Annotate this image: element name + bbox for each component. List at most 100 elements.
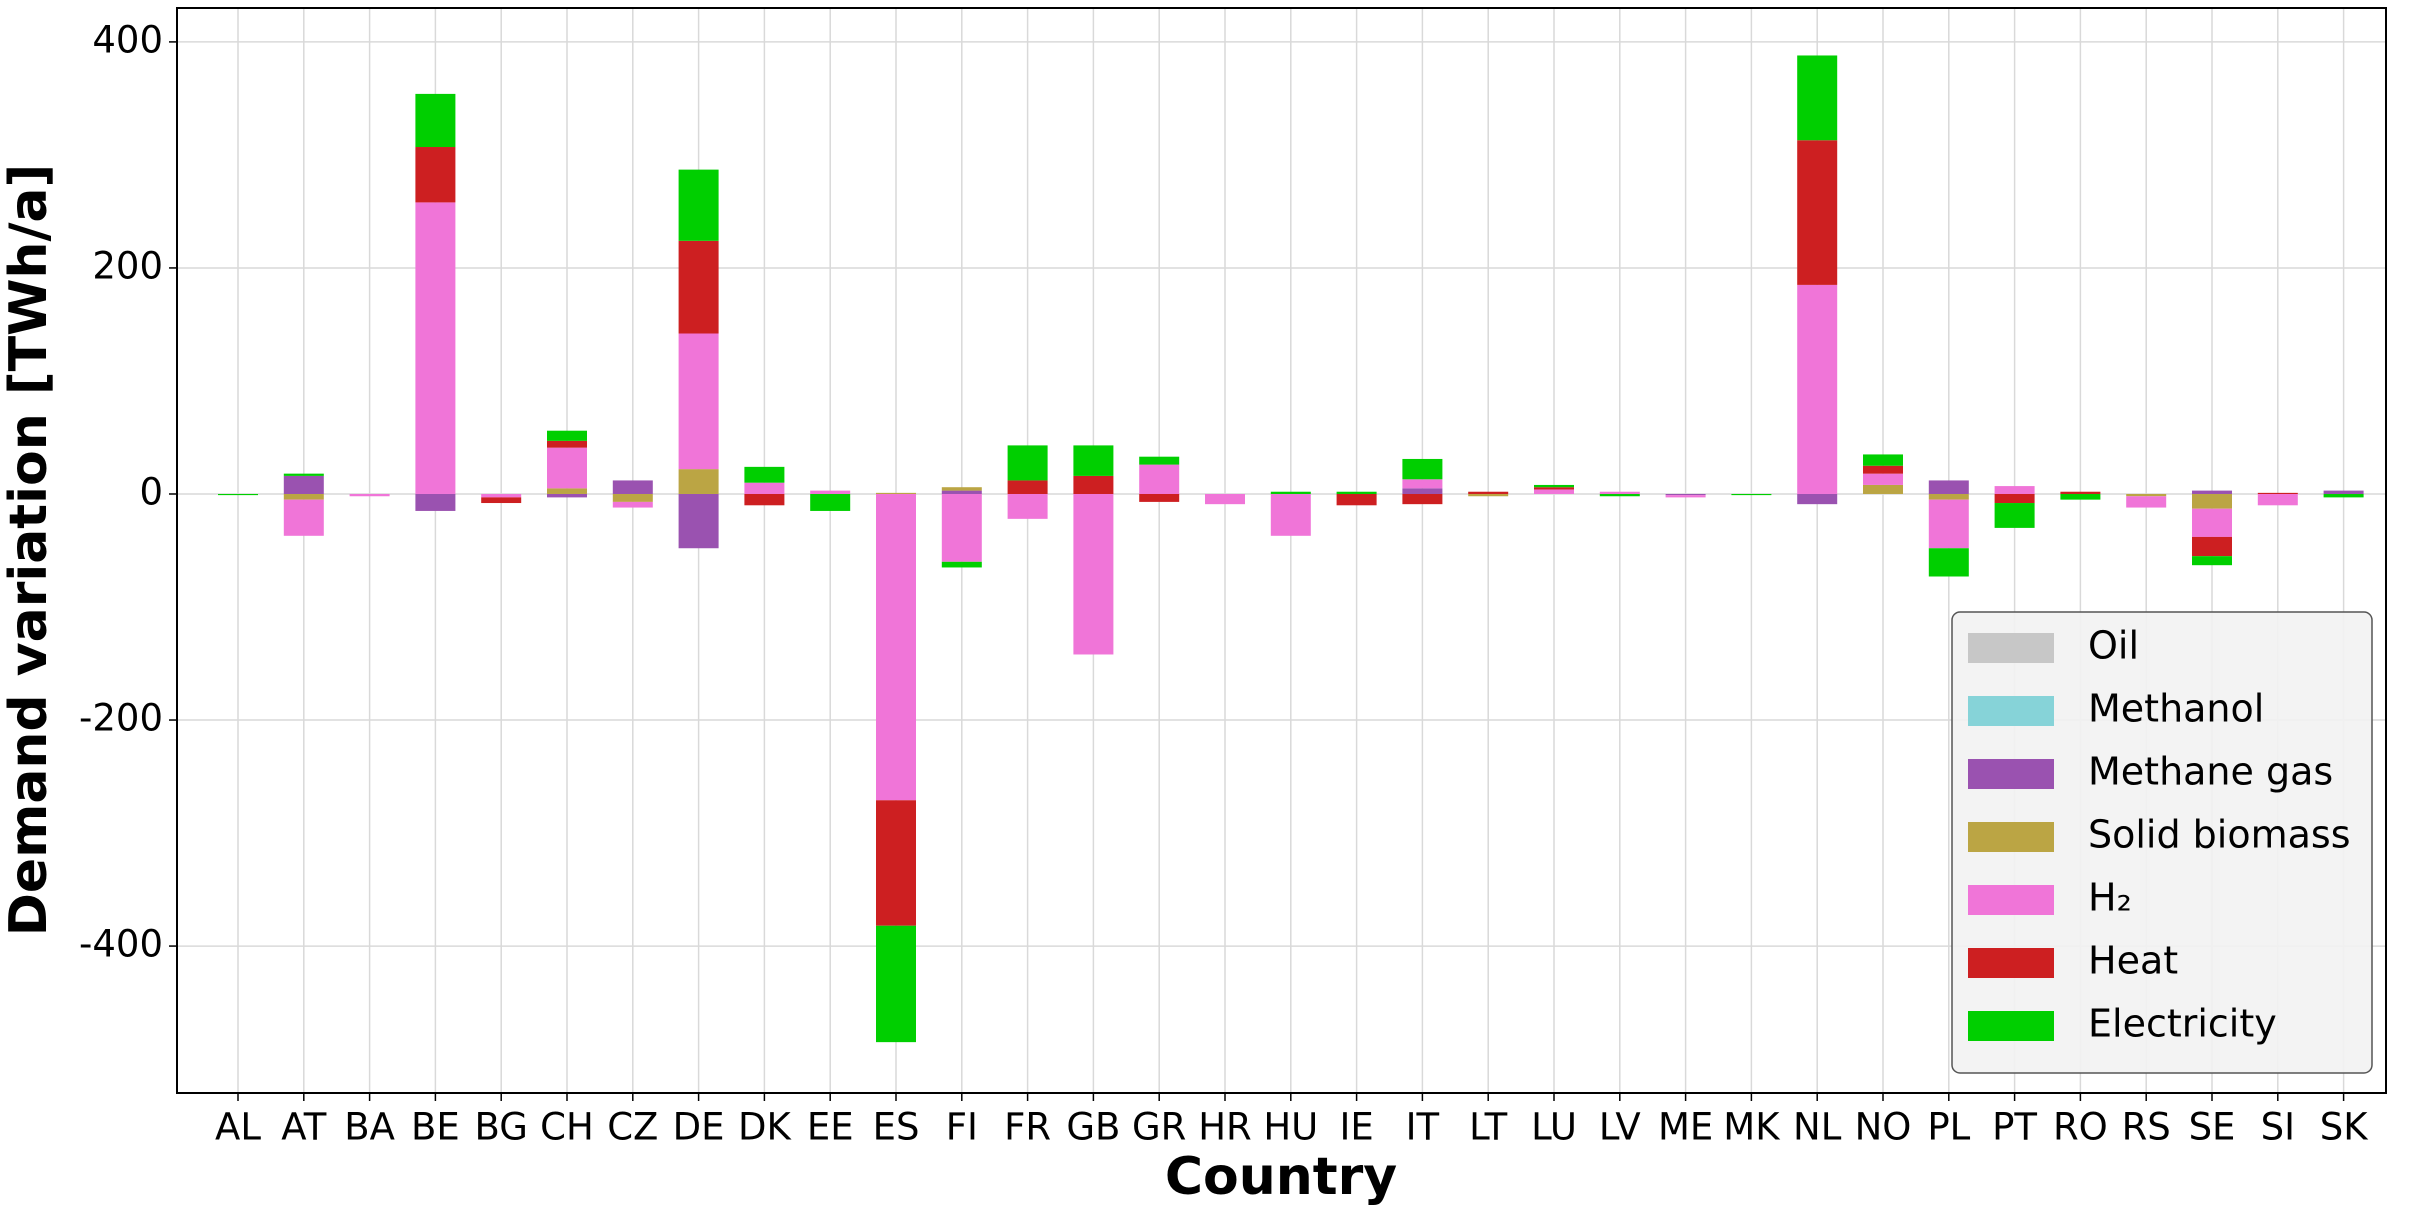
- bar-segment: [1863, 473, 1903, 485]
- bar-segment: [2257, 492, 2298, 494]
- bar-segment: [612, 480, 653, 494]
- bar-segment: [2323, 493, 2364, 498]
- bar-segment: [415, 493, 456, 511]
- bar-segment: [1928, 548, 1969, 577]
- bar-segment: [283, 475, 324, 494]
- x-tick-label: SE: [2189, 1106, 2236, 1149]
- bar-segment: [744, 493, 785, 506]
- bar-segment: [547, 440, 587, 448]
- legend-frame: [1951, 611, 2373, 1074]
- legend-label: Heat: [2088, 939, 2178, 983]
- bar-segment: [415, 93, 456, 148]
- bar-segment: [1139, 464, 1180, 494]
- x-tick-label: HU: [1263, 1106, 1318, 1149]
- legend-label: H₂: [2088, 876, 2132, 920]
- bar-segment: [1007, 480, 1048, 494]
- bar-segment: [218, 493, 258, 496]
- bar-segment: [1797, 55, 1838, 141]
- bar-segment: [678, 493, 719, 549]
- bar-segment: [1402, 488, 1443, 494]
- bar-segment: [1534, 487, 1574, 490]
- bar-segment: [2192, 490, 2232, 494]
- x-tick-label: IT: [1406, 1106, 1440, 1149]
- x-tick-label: ES: [873, 1106, 920, 1149]
- x-tick-label: MK: [1723, 1106, 1781, 1149]
- bar-segment: [678, 240, 719, 334]
- bar-segment: [1139, 493, 1180, 502]
- bar-segment: [1928, 499, 1969, 549]
- bar-segment: [2257, 493, 2298, 506]
- x-axis-label: Country: [1165, 1147, 1397, 1207]
- bar-segment: [2192, 508, 2232, 537]
- bar-segment: [481, 493, 522, 498]
- x-tick-label: HR: [1198, 1106, 1252, 1149]
- bar-segment: [941, 487, 982, 491]
- x-tick-label: DE: [673, 1106, 725, 1149]
- bar-segment: [283, 499, 324, 536]
- x-tick-label: PT: [1992, 1106, 2037, 1149]
- bar-segment: [941, 490, 982, 494]
- y-tick-label: 200: [92, 244, 163, 287]
- legend-label: Methane gas: [2088, 750, 2333, 794]
- bar-segment: [810, 490, 851, 494]
- bar-segment: [876, 925, 916, 1043]
- x-tick-label: FI: [946, 1106, 978, 1149]
- bar-segment: [612, 493, 653, 502]
- bar-segment: [1599, 491, 1640, 494]
- bar-segment: [1534, 489, 1574, 494]
- bar-segment: [678, 333, 719, 470]
- bar-segment: [1402, 458, 1443, 480]
- bar-segment: [1270, 493, 1311, 536]
- bar-segment: [941, 493, 982, 562]
- x-tick-label: RO: [2053, 1106, 2108, 1149]
- x-tick-label: LT: [1469, 1106, 1508, 1149]
- bar-segment: [415, 147, 456, 203]
- plot-frame: [176, 7, 2387, 1094]
- bar-segment: [1928, 493, 1969, 500]
- legend-swatch: [1968, 759, 2054, 789]
- bar-segment: [547, 430, 587, 441]
- bar-segment: [2126, 493, 2167, 497]
- bar-segment: [1402, 479, 1443, 489]
- legend-swatch: [1968, 1011, 2054, 1041]
- bar-segment: [1205, 493, 1245, 505]
- bar-segment: [1665, 493, 1706, 496]
- bar-segment: [349, 493, 390, 497]
- bar-segment: [1007, 493, 1048, 519]
- x-tick-label: GR: [1132, 1106, 1186, 1149]
- bar-segment: [1073, 475, 1114, 494]
- bar-segment: [2060, 491, 2101, 494]
- bar-segment: [2192, 556, 2232, 566]
- bar-segment: [481, 497, 522, 504]
- bar-segment: [1139, 456, 1180, 465]
- bar-segment: [1863, 484, 1903, 494]
- y-tick-label: 0: [139, 470, 163, 513]
- bar-segment: [744, 482, 785, 494]
- bar-segment: [1336, 491, 1377, 494]
- legend-swatch: [1968, 948, 2054, 978]
- bar-segment: [1073, 445, 1114, 476]
- bar-segment: [1599, 493, 1640, 497]
- x-tick-label: SK: [2320, 1106, 2369, 1149]
- bar-segment: [1073, 493, 1114, 655]
- x-tick-label: PL: [1927, 1106, 1970, 1149]
- bar-segment: [547, 493, 587, 498]
- bar-segment: [1797, 140, 1838, 285]
- x-tick-label: ME: [1658, 1106, 1713, 1149]
- bar-segment: [1994, 486, 2035, 494]
- bar-segment: [2060, 493, 2101, 500]
- bar-segment: [876, 800, 916, 926]
- bar-segment: [1007, 445, 1048, 481]
- y-tick-label: -400: [79, 923, 163, 966]
- legend-label: Electricity: [2088, 1002, 2277, 1046]
- x-tick-label: RS: [2122, 1106, 2171, 1149]
- bar-segment: [2126, 496, 2167, 508]
- bar-segment: [1534, 484, 1574, 488]
- x-tick-label: CH: [540, 1106, 594, 1149]
- x-tick-label: GB: [1066, 1106, 1120, 1149]
- bar-segment: [1468, 491, 1509, 494]
- x-tick-label: NL: [1793, 1106, 1842, 1149]
- x-tick-label: BG: [474, 1106, 527, 1149]
- legend-swatch: [1968, 822, 2054, 852]
